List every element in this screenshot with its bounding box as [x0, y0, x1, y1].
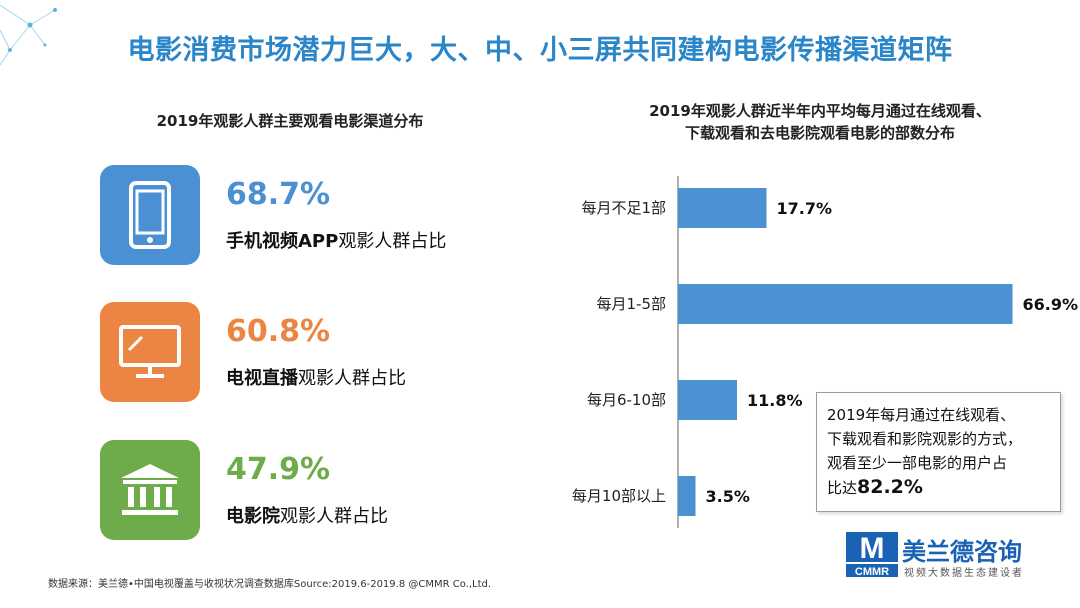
chart-value-label: 66.9%: [1023, 295, 1079, 314]
logo-tagline: 视频大数据生态建设者: [904, 568, 1024, 579]
chart-bar: [678, 188, 767, 228]
stat-mobile-app-label-rest: 观影人群占比: [338, 231, 447, 252]
monitor-icon: [119, 325, 181, 378]
stat-mobile-app-label: 手机视频APP观影人群占比: [226, 227, 446, 253]
chart-bar: [678, 476, 696, 516]
stat-cinema: 47.9% 电影院观影人群占比: [100, 440, 388, 540]
stat-tv-live: 60.8% 电视直播观影人群占比: [100, 302, 406, 402]
chart-bar: [678, 380, 737, 420]
callout-value: 82.2%: [857, 476, 923, 498]
chart-panel-title-line1: 2019年观影人群近半年内平均每月通过在线观看、: [649, 102, 991, 120]
callout-line2: 下载观看和影院观影的方式，: [827, 430, 1023, 448]
page-title: 电影消费市场潜力巨大，大、中、小三屏共同建构电影传播渠道矩阵: [127, 35, 953, 66]
stat-tv-live-label-rest: 观影人群占比: [298, 368, 406, 389]
smartphone-icon: [129, 181, 171, 249]
stat-cinema-label-rest: 观影人群占比: [280, 506, 388, 527]
callout-line1: 2019年每月通过在线观看、: [827, 406, 1016, 424]
chart-value-label: 11.8%: [747, 391, 803, 410]
chart-category-label: 每月6-10部: [587, 391, 666, 409]
chart-panel-title: 2019年观影人群近半年内平均每月通过在线观看、 下载观看和去电影院观看电影的部…: [560, 100, 1080, 144]
stat-cinema-icon-box: [100, 440, 200, 540]
callout-line4: 比达82.2%: [827, 475, 1050, 500]
chart-bar: [678, 284, 1013, 324]
stat-mobile-app-value: 68.7%: [226, 177, 331, 212]
callout-prefix: 比达: [827, 479, 858, 497]
chart-value-label: 3.5%: [706, 487, 750, 506]
chart-category-label: 每月1-5部: [597, 295, 667, 313]
stat-tv-live-icon-box: [100, 302, 200, 402]
cmmr-logo-mark: M CMMR: [846, 532, 898, 578]
stat-tv-live-label-bold: 电视直播: [226, 368, 298, 389]
stat-mobile-app-label-bold: 手机视频APP: [226, 231, 339, 252]
chart-panel-title-line2: 下载观看和去电影院观看电影的部数分布: [684, 124, 955, 142]
stat-mobile-app-icon-box: [100, 165, 200, 265]
stat-cinema-label: 电影院观影人群占比: [226, 502, 388, 528]
source-note: 数据来源：美兰德•中国电视覆盖与收视状况调查数据库Source:2019.6-2…: [48, 579, 492, 590]
stat-cinema-label-bold: 电影院: [226, 506, 280, 527]
chart-category-label: 每月10部以上: [572, 487, 666, 505]
summary-callout: 2019年每月通过在线观看、 下载观看和影院观影的方式， 观看至少一部电影的用户…: [816, 392, 1061, 512]
logo-name: 美兰德咨询: [902, 538, 1022, 566]
stat-mobile-app: 68.7% 手机视频APP观影人群占比: [100, 165, 446, 265]
stat-cinema-value: 47.9%: [226, 452, 331, 487]
cinema-building-icon: [121, 464, 179, 515]
logo-mark-abbr: CMMR: [855, 566, 889, 578]
logo-mark-letter: M: [860, 532, 885, 565]
stat-tv-live-value: 60.8%: [226, 314, 331, 349]
network-decoration: [0, 4, 57, 66]
callout-line3: 观看至少一部电影的用户占: [827, 454, 1008, 472]
stat-tv-live-label: 电视直播观影人群占比: [226, 364, 406, 390]
chart-value-label: 17.7%: [777, 199, 833, 218]
left-panel-title: 2019年观影人群主要观看电影渠道分布: [156, 112, 424, 130]
chart-category-label: 每月不足1部: [581, 199, 666, 217]
